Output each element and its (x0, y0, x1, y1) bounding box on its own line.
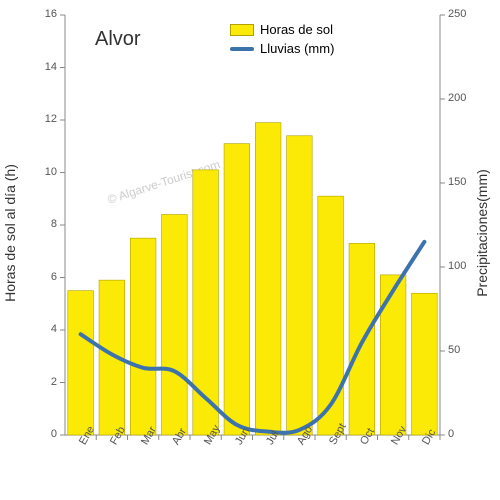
plot-area (0, 0, 500, 500)
y2-tick: 200 (448, 92, 466, 104)
y1-tick: 10 (45, 166, 57, 178)
y1-tick: 0 (51, 428, 57, 440)
y1-tick: 12 (45, 113, 57, 125)
y1-tick: 14 (45, 61, 57, 73)
sunshine-rainfall-chart: Alvor Horas de sol Lluvias (mm) Horas de… (0, 0, 500, 500)
y1-tick: 8 (51, 218, 57, 230)
y2-tick: 250 (448, 8, 466, 20)
y2-tick: 100 (448, 260, 466, 272)
y2-tick: 0 (448, 428, 454, 440)
y1-tick: 16 (45, 8, 57, 20)
y2-tick: 50 (448, 344, 460, 356)
y1-tick: 4 (51, 323, 57, 335)
y2-tick: 150 (448, 176, 466, 188)
y1-tick: 2 (51, 376, 57, 388)
y1-tick: 6 (51, 271, 57, 283)
